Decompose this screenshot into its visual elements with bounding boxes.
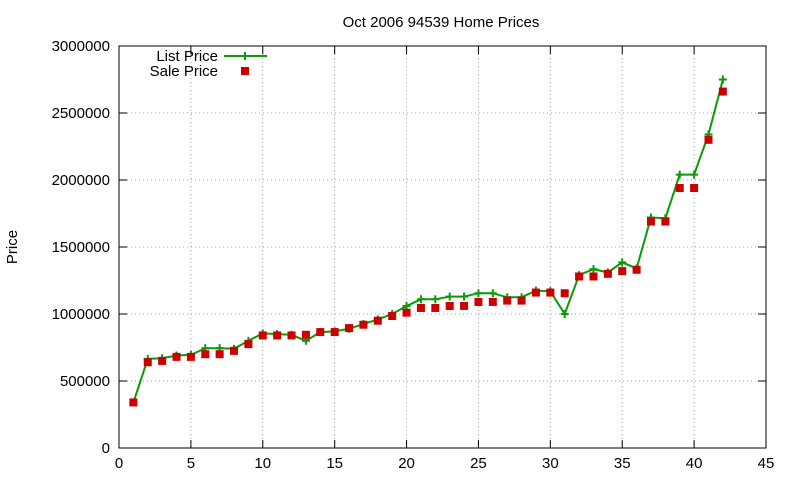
- sale-price-point: [503, 296, 512, 305]
- x-tick-label: 5: [187, 455, 195, 472]
- sale-price-point: [704, 135, 713, 144]
- sale-price-point: [201, 350, 210, 359]
- sale-price-point: [474, 297, 483, 306]
- sale-price-point: [158, 356, 167, 365]
- sale-price-point: [718, 87, 727, 96]
- legend-plus-marker: [241, 52, 249, 60]
- x-tick-label: 10: [254, 455, 271, 472]
- list-price-point: [416, 295, 425, 304]
- sale-price-point: [172, 352, 181, 361]
- list-price-point: [560, 310, 569, 318]
- sale-price-point: [143, 358, 152, 367]
- y-tick-label: 1500000: [52, 239, 110, 256]
- sale-price-point: [646, 217, 655, 226]
- sale-price-point: [603, 269, 612, 278]
- x-tick-label: 25: [470, 455, 487, 472]
- sale-price-point: [330, 328, 339, 337]
- sale-price-point: [618, 267, 627, 276]
- list-price-point: [488, 289, 497, 298]
- y-tick-label: 0: [102, 440, 110, 457]
- list-price-point: [618, 258, 627, 267]
- sale-price-point: [230, 346, 239, 355]
- legend-label-list-price: List Price: [156, 48, 218, 65]
- sale-price-point: [560, 289, 569, 298]
- list-price-point: [431, 295, 440, 304]
- list-price-point: [445, 292, 454, 301]
- sale-price-point: [431, 303, 440, 312]
- sale-price-point: [517, 296, 526, 305]
- sale-price-point: [460, 301, 469, 310]
- sale-price-point: [373, 316, 382, 325]
- sale-price-point: [546, 288, 555, 297]
- sale-price-point: [345, 324, 354, 333]
- list-price-point: [474, 289, 483, 298]
- sale-price-point: [273, 331, 282, 340]
- chart-title: Oct 2006 94539 Home Prices: [343, 14, 540, 31]
- sale-price-point: [301, 330, 310, 339]
- legend-marker-list-price: [241, 52, 249, 60]
- y-tick-label: 3000000: [52, 38, 110, 55]
- sale-price-point: [258, 331, 267, 340]
- list-price-point: [460, 292, 469, 301]
- sale-price-point: [402, 308, 411, 317]
- sale-price-point: [589, 272, 598, 281]
- sale-price-point: [287, 331, 296, 340]
- x-tick-label: 45: [758, 455, 775, 472]
- x-tick-label: 0: [115, 455, 123, 472]
- sale-price-point: [186, 352, 195, 361]
- sale-price-point: [488, 297, 497, 306]
- list-price-point: [402, 301, 411, 310]
- sale-price-point: [316, 328, 325, 337]
- sale-price-point: [531, 288, 540, 297]
- legend-marker-sale-price: [241, 67, 249, 75]
- x-tick-label: 35: [614, 455, 631, 472]
- y-tick-label: 2000000: [52, 172, 110, 189]
- plot-frame: [118, 45, 767, 449]
- sale-price-point: [244, 340, 253, 349]
- sale-price-point: [129, 398, 138, 407]
- sale-price-point: [575, 272, 584, 281]
- grid: [119, 46, 766, 448]
- list-price-point: [589, 265, 598, 274]
- y-tick-label: 2500000: [52, 105, 110, 122]
- y-tick-label: 1000000: [52, 306, 110, 323]
- sale-price-point: [661, 217, 670, 226]
- x-tick-label: 20: [398, 455, 415, 472]
- sale-price-point: [632, 265, 641, 274]
- sale-price-point: [215, 350, 224, 359]
- sale-price-point: [445, 301, 454, 310]
- sale-price-point: [359, 320, 368, 329]
- axis-ticks: 0 500000 1000000 1500000 2000000 2500000 30000…: [52, 38, 775, 472]
- legend-square-marker: [241, 67, 249, 75]
- legend-label-sale-price: Sale Price: [150, 63, 218, 80]
- x-tick-label: 30: [542, 455, 559, 472]
- legend: List Price Sale Price: [150, 48, 267, 80]
- sale-price-point: [416, 303, 425, 312]
- list-price-point: [675, 170, 684, 179]
- series-layer: [129, 75, 727, 407]
- x-tick-label: 40: [686, 455, 703, 472]
- x-tick-label: 15: [326, 455, 343, 472]
- sale-price-point: [388, 312, 397, 321]
- y-axis-label: Price: [4, 230, 21, 264]
- list-price-point: [718, 75, 727, 84]
- sale-price-point: [690, 184, 699, 193]
- y-tick-label: 500000: [60, 373, 110, 390]
- sale-price-point: [675, 184, 684, 193]
- list-price-point: [690, 170, 699, 179]
